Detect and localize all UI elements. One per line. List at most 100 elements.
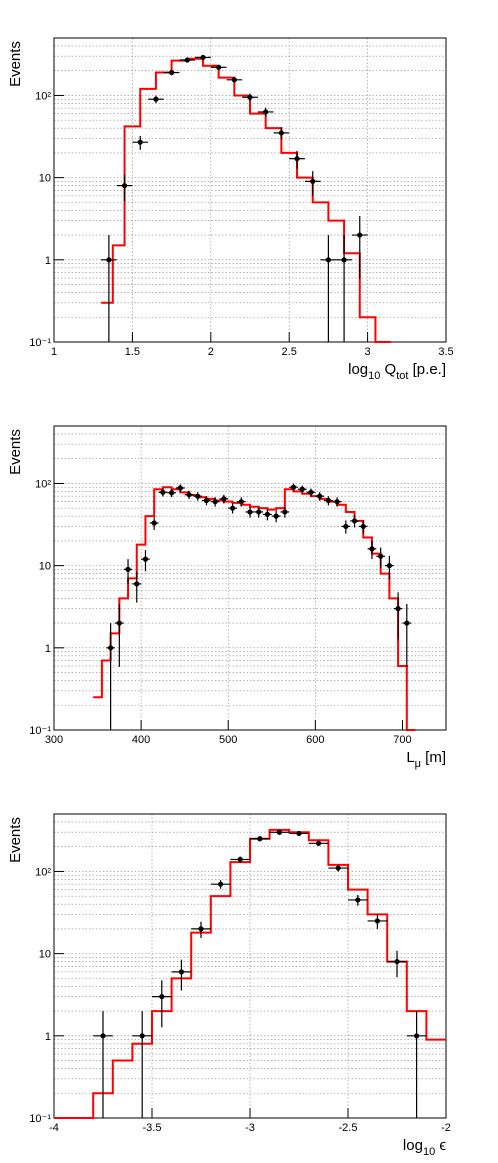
data-point (335, 865, 341, 871)
data-point (177, 485, 183, 491)
data-point (343, 523, 349, 530)
data-point (231, 77, 237, 83)
data-point (134, 581, 140, 587)
data-point (184, 57, 190, 63)
data-point (238, 499, 244, 505)
data-point (159, 994, 165, 1000)
data-point (142, 556, 149, 562)
data-point (160, 489, 166, 495)
y-axis-title: Events (7, 817, 24, 863)
data-point (237, 856, 243, 863)
x-axis-title-subscript: μ (415, 758, 421, 770)
x-axis-title-part: log (403, 1137, 423, 1154)
x-axis-title-part: [m] (421, 749, 446, 766)
x-tick-label: 400 (132, 734, 150, 746)
data-point (264, 511, 271, 518)
data-point (169, 69, 175, 76)
data-point (273, 513, 279, 519)
x-axis-title: Lμ [m] (406, 749, 446, 770)
data-point (341, 257, 347, 263)
data-point (325, 497, 331, 504)
x-tick-label: 2.5 (282, 346, 297, 358)
data-point (351, 518, 358, 524)
x-tick-label: 1.5 (125, 346, 140, 358)
x-tick-label: -3.5 (143, 1122, 162, 1134)
data-point (106, 257, 112, 263)
data-point (116, 620, 122, 626)
y-axis-title: Events (7, 41, 24, 87)
data-point (100, 1033, 106, 1039)
x-tick-label: 1 (51, 346, 57, 358)
data-point (137, 139, 143, 145)
data-point (276, 829, 282, 835)
x-tick-label: 3 (365, 346, 371, 358)
x-tick-label: 2 (208, 346, 214, 358)
data-point (282, 509, 288, 515)
data-point (316, 840, 322, 846)
x-tick-label: 3.5 (438, 346, 453, 358)
data-point (374, 918, 380, 924)
data-point (334, 499, 340, 505)
plot-frame (53, 37, 447, 343)
y-tick-label: 10² (35, 866, 51, 878)
x-axis-title: log10 Qtot [p.e.] (348, 361, 446, 382)
x-tick-label: -2.5 (339, 1122, 358, 1134)
data-point (299, 486, 305, 492)
data-point (357, 232, 363, 238)
x-tick-label: -4 (49, 1122, 59, 1134)
y-tick-label: 10² (35, 478, 51, 490)
data-point (200, 54, 206, 61)
y-tick-label: 1 (45, 643, 51, 655)
x-tick-label: 500 (219, 734, 237, 746)
data-point (296, 830, 302, 837)
y-tick-label: 10² (35, 90, 51, 102)
x-axis-title-part: log (348, 361, 368, 378)
data-point (290, 484, 297, 490)
x-axis-title-part: ϵ (435, 1137, 446, 1154)
x-tick-label: -2 (441, 1122, 451, 1134)
plot-frame (53, 813, 447, 1119)
data-point (247, 509, 253, 515)
x-axis-title-subscript: tot (396, 370, 408, 382)
data-point (221, 496, 227, 502)
data-point (218, 881, 224, 887)
data-point (108, 645, 114, 651)
x-axis-title-subscript: 10 (368, 370, 380, 382)
data-point (263, 109, 269, 115)
data-point (360, 523, 366, 530)
data-point (178, 969, 184, 975)
data-point (325, 257, 331, 263)
data-point (308, 489, 314, 495)
data-point (139, 1033, 145, 1039)
simulation-histogram-line (93, 486, 416, 731)
plot-frame (53, 425, 447, 731)
data-point (198, 926, 204, 932)
data-point (153, 96, 159, 102)
y-tick-label: 10 (39, 949, 51, 961)
data-point (404, 620, 410, 626)
x-axis-title-subscript: 10 (423, 1146, 435, 1158)
data-point (355, 897, 361, 903)
muon-length-histogram-chart: 300 400 500 600 700 10⁻¹ 1 10 10² Events Lμ [m] (7, 425, 447, 770)
data-point (125, 566, 131, 572)
data-point (310, 178, 316, 184)
x-tick-label: 600 (306, 734, 324, 746)
data-point (169, 490, 175, 496)
data-point (369, 546, 375, 552)
x-axis-title-part: L (406, 749, 414, 766)
data-point (121, 182, 128, 189)
x-axis-title-part: [p.e.] (408, 361, 446, 378)
data-point (186, 492, 192, 498)
data-point (151, 520, 157, 526)
y-tick-label: 10⁻¹ (29, 337, 51, 349)
data-point (247, 94, 253, 100)
x-axis-title: log10 ϵ (403, 1137, 446, 1158)
data-point (414, 1033, 420, 1039)
data-point (378, 553, 384, 559)
y-axis-title: Events (7, 429, 24, 475)
simulation-histogram-line (101, 57, 392, 343)
y-tick-label: 10⁻¹ (29, 1113, 51, 1125)
x-tick-label: 700 (393, 734, 411, 746)
data-point (216, 64, 222, 70)
